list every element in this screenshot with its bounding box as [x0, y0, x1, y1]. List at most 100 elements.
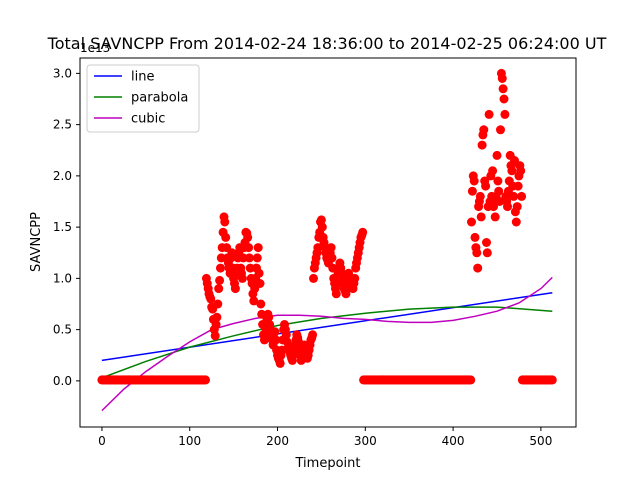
data-point [214, 284, 224, 294]
data-point [513, 181, 523, 191]
data-point [507, 166, 517, 176]
data-point [264, 312, 274, 322]
data-point [221, 232, 231, 242]
data-point [216, 263, 225, 273]
data-point [230, 284, 240, 294]
data-point [254, 268, 264, 278]
data-point [245, 263, 255, 273]
data-point [281, 330, 291, 340]
data-point [275, 358, 285, 368]
series-line-line [101, 291, 553, 362]
legend-label-cubic: cubic [131, 112, 165, 127]
plot-frame [79, 57, 577, 428]
data-point [316, 215, 326, 225]
data-point [466, 375, 476, 385]
x-tick-label: 0 [98, 434, 106, 448]
x-tick-label: 400 [442, 434, 465, 448]
data-point [358, 227, 368, 237]
data-point [313, 243, 323, 253]
data-point [497, 74, 507, 83]
y-axis: 0.0 0.5 1.0 1.5 2.0 2.5 3.0 [53, 66, 80, 388]
data-point [326, 243, 336, 253]
data-point [243, 232, 253, 242]
data-point [237, 273, 247, 283]
data-point [499, 94, 509, 104]
data-point [220, 217, 230, 227]
data-point [244, 243, 254, 253]
data-point [503, 202, 512, 212]
data-point [252, 253, 262, 263]
data-point [475, 191, 485, 201]
data-point [215, 275, 225, 285]
data-point [212, 312, 222, 322]
data-point [481, 181, 491, 191]
data-point [472, 248, 482, 258]
chart-title: Total SAVNCPP From 2014-02-24 18:36:00 t… [47, 34, 607, 53]
data-point [253, 243, 263, 253]
data-point [467, 186, 477, 196]
legend: line parabola cubic [86, 64, 200, 133]
data-point [256, 299, 266, 309]
data-point [494, 186, 504, 196]
data-point [331, 289, 341, 299]
series-parabola-line [101, 306, 553, 379]
y-tick-label: 3.0 [53, 66, 72, 80]
y-tick-label: 2.0 [53, 169, 72, 183]
series-cubic-line [101, 276, 553, 412]
data-point [511, 217, 521, 227]
y-tick-label: 1.5 [53, 220, 72, 234]
x-axis-label: Timepoint [295, 456, 361, 471]
x-tick-label: 100 [178, 434, 201, 448]
x-tick-label: 200 [266, 434, 289, 448]
data-point [517, 191, 527, 201]
data-point [470, 232, 480, 242]
data-point [492, 150, 502, 160]
y-axis-label: SAVNCPP [29, 212, 44, 272]
data-point [271, 335, 281, 345]
data-point [211, 320, 221, 329]
data-point [255, 279, 265, 288]
x-axis: 0 100 200 300 400 500 [98, 427, 552, 448]
data-point [308, 330, 318, 340]
data-point [227, 248, 237, 258]
y-tick-label: 0.5 [53, 323, 72, 337]
data-point [270, 327, 280, 337]
data-point [473, 263, 483, 273]
data-point [317, 222, 327, 232]
data-point [210, 331, 220, 341]
x-tick-label: 500 [529, 434, 552, 448]
data-point [498, 84, 508, 94]
plot-area [97, 68, 557, 412]
data-point [488, 166, 498, 176]
y-offset-label: 1e13 [80, 41, 110, 55]
data-point [206, 294, 216, 304]
data-point [201, 375, 210, 385]
data-point [490, 212, 500, 222]
legend-box [86, 64, 200, 133]
data-point [482, 238, 491, 247]
data-point [479, 125, 489, 135]
data-point [509, 191, 519, 201]
data-point [500, 109, 510, 119]
data-point [484, 109, 494, 119]
data-point [516, 166, 526, 176]
data-point [495, 197, 505, 206]
data-point [512, 202, 522, 212]
data-point [213, 299, 223, 309]
data-point [477, 140, 487, 150]
data-point [547, 375, 557, 385]
y-tick-label: 1.0 [53, 271, 72, 285]
x-tick-label: 300 [354, 434, 377, 448]
data-point [467, 217, 476, 227]
data-point [476, 212, 486, 222]
data-point [493, 176, 503, 186]
data-point [350, 273, 360, 283]
data-point [327, 253, 337, 263]
data-point [216, 253, 226, 263]
data-point [244, 253, 254, 263]
y-tick-label: 2.5 [53, 118, 72, 132]
data-point [469, 176, 479, 186]
data-point [309, 273, 318, 283]
data-point [482, 248, 492, 258]
